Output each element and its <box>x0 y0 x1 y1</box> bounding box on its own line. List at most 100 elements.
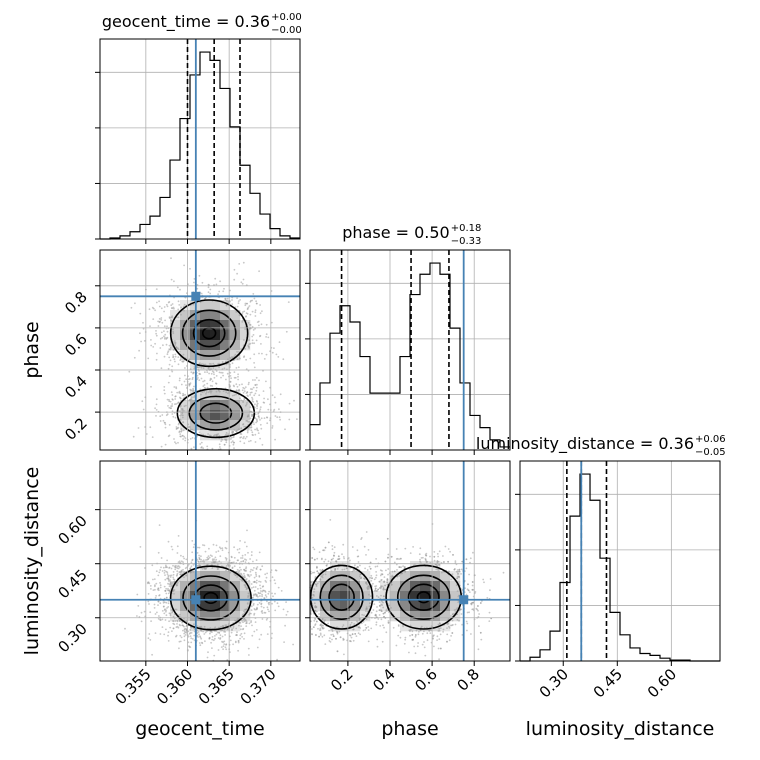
sample-point <box>251 342 254 345</box>
sample-point <box>262 606 265 609</box>
sample-point <box>155 334 158 337</box>
sample-point <box>258 638 261 641</box>
density-cell <box>450 591 461 602</box>
density-cell <box>200 330 211 341</box>
sample-point <box>382 595 385 598</box>
density-cell <box>330 601 341 612</box>
sample-point <box>235 311 238 313</box>
sample-point <box>199 301 202 304</box>
y-tick-label-phase: 0.4 <box>61 372 91 402</box>
sample-point <box>243 310 246 313</box>
sample-point <box>261 310 263 313</box>
sample-point <box>170 257 172 260</box>
sample-point <box>249 406 252 408</box>
sample-point <box>209 632 211 635</box>
sample-point <box>367 640 370 643</box>
sample-point <box>374 587 377 590</box>
sample-point <box>219 280 222 283</box>
sample-point <box>257 432 260 434</box>
sample-point <box>218 366 221 368</box>
sample-point <box>151 653 154 656</box>
sample-point <box>469 557 472 560</box>
sample-point <box>466 629 468 632</box>
sample-point <box>172 573 175 576</box>
sample-point <box>217 626 220 629</box>
sample-point <box>178 377 181 380</box>
sample-point <box>180 554 182 557</box>
sample-point <box>167 540 170 543</box>
sample-point <box>184 367 186 369</box>
sample-point <box>199 443 202 445</box>
sample-point <box>332 633 334 636</box>
sample-point <box>439 627 442 630</box>
sample-point <box>183 571 186 574</box>
sample-point <box>154 309 157 312</box>
sample-point <box>200 629 202 632</box>
sample-point <box>272 595 274 598</box>
density-cell <box>380 591 391 602</box>
sample-point <box>254 311 257 314</box>
sample-point <box>369 561 372 564</box>
sample-point <box>215 375 218 377</box>
sample-point <box>170 545 173 548</box>
sample-point <box>467 583 469 586</box>
sample-point <box>199 388 202 391</box>
sample-point <box>259 587 262 590</box>
sample-point <box>165 414 168 417</box>
density-cell <box>360 611 371 622</box>
sample-point <box>315 620 318 623</box>
sample-point <box>381 573 384 576</box>
sample-point <box>158 524 161 526</box>
sample-point <box>187 635 190 638</box>
sample-point <box>238 428 240 431</box>
sample-point <box>365 618 368 621</box>
sample-point <box>358 626 360 629</box>
sample-point <box>387 553 390 556</box>
sample-point <box>202 544 204 546</box>
sample-point <box>168 424 171 426</box>
sample-point <box>255 389 258 392</box>
sample-point <box>255 629 258 631</box>
sample-point <box>471 584 474 587</box>
sample-point <box>215 382 218 385</box>
sample-point <box>271 592 273 595</box>
contour-level-1 <box>169 299 249 368</box>
sample-point <box>155 582 158 585</box>
density-cell <box>210 611 221 622</box>
density-cell <box>440 621 451 632</box>
sample-point <box>368 605 371 608</box>
sample-point <box>236 272 239 275</box>
sample-point <box>174 608 177 611</box>
sample-point <box>182 561 185 563</box>
sample-point <box>333 554 335 557</box>
sample-point <box>173 358 176 361</box>
sample-point <box>160 566 162 569</box>
sample-point <box>248 612 251 615</box>
sample-point <box>321 618 324 620</box>
sample-point <box>211 647 213 649</box>
sample-point <box>438 658 440 661</box>
sample-point <box>409 552 412 554</box>
sample-point <box>190 371 193 374</box>
sample-point <box>165 610 167 613</box>
sample-point <box>168 375 171 377</box>
sample-point <box>444 545 447 548</box>
sample-point <box>208 556 211 559</box>
sample-point <box>265 333 268 336</box>
sample-point <box>231 431 234 434</box>
sample-point <box>174 398 177 400</box>
sample-point <box>259 423 262 426</box>
sample-point <box>224 646 227 649</box>
density-cell <box>320 581 331 592</box>
sample-point <box>167 631 170 633</box>
sample-point <box>175 428 178 430</box>
sample-point <box>236 576 239 578</box>
sample-point <box>352 628 355 631</box>
sample-point <box>171 410 174 413</box>
sample-point <box>171 630 173 632</box>
sample-point <box>335 637 337 640</box>
sample-point <box>476 608 479 611</box>
title-phase: phase = 0.50 +0.18−0.33 <box>342 223 481 247</box>
sample-point <box>259 595 261 597</box>
density-cell <box>430 571 441 582</box>
